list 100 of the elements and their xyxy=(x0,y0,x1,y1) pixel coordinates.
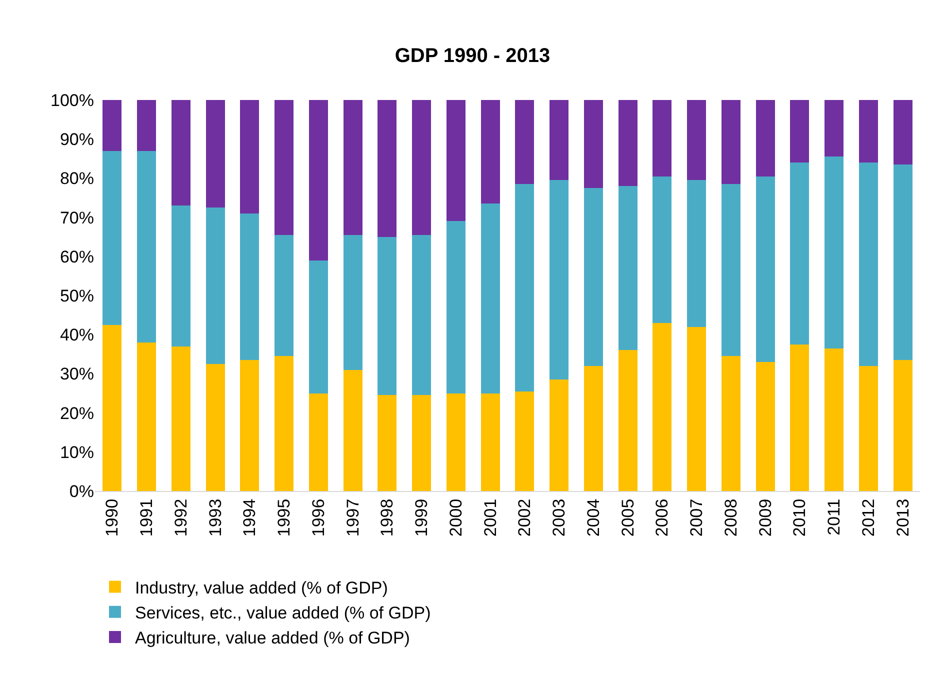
bar xyxy=(171,346,190,491)
bar xyxy=(687,326,706,491)
bar xyxy=(240,360,260,491)
bar xyxy=(102,150,122,325)
y-tick-label: 90% xyxy=(60,130,94,150)
y-tick-label: 10% xyxy=(60,442,94,462)
bar xyxy=(274,234,294,356)
bar xyxy=(584,100,603,188)
bar xyxy=(721,184,740,356)
bar xyxy=(308,260,328,394)
bar xyxy=(446,221,466,394)
x-tick-label: 1999 xyxy=(412,498,432,537)
bar xyxy=(308,393,328,491)
bar xyxy=(550,100,569,180)
bar xyxy=(206,364,225,491)
bar xyxy=(687,180,706,327)
bar xyxy=(308,100,328,260)
y-tick-label: 80% xyxy=(60,169,94,188)
bar xyxy=(790,100,810,163)
chart-title: GDP 1990 - 2013 xyxy=(394,45,550,68)
x-tick-label: 1995 xyxy=(274,498,294,537)
bar xyxy=(206,208,225,364)
bar xyxy=(171,100,190,206)
bar xyxy=(378,236,397,396)
legend-label: Services, etc., value added (% of GDP) xyxy=(135,603,431,622)
bar xyxy=(515,184,534,392)
bar xyxy=(240,100,260,214)
bar xyxy=(343,234,362,370)
bar xyxy=(137,150,156,342)
y-tick-label: 20% xyxy=(60,404,94,423)
bar xyxy=(137,342,156,491)
x-tick-label: 2008 xyxy=(721,498,740,537)
bar xyxy=(102,100,122,151)
bar xyxy=(206,100,225,208)
y-tick-label: 70% xyxy=(60,208,94,228)
bar xyxy=(618,350,638,491)
x-tick-label: 1992 xyxy=(171,498,190,537)
y-tick-label: 0% xyxy=(69,482,94,501)
x-tick-label: 2001 xyxy=(480,498,500,537)
bar xyxy=(515,391,534,491)
bar xyxy=(756,100,775,176)
y-tick-label: 100% xyxy=(50,90,94,110)
x-tick-label: 2009 xyxy=(756,498,775,537)
x-tick-label: 1996 xyxy=(308,498,328,537)
bar xyxy=(790,162,810,344)
bar xyxy=(824,348,844,491)
bar xyxy=(446,393,466,491)
bar xyxy=(687,100,706,180)
bar xyxy=(756,362,775,491)
bar xyxy=(824,156,844,348)
bar xyxy=(378,100,397,237)
bar xyxy=(137,100,156,151)
bar xyxy=(652,100,672,176)
bar xyxy=(480,393,500,491)
y-tick-label: 40% xyxy=(60,326,94,345)
x-tick-label: 2006 xyxy=(652,498,672,537)
bar xyxy=(858,162,878,366)
bar xyxy=(412,234,432,396)
y-tick-label: 60% xyxy=(60,247,94,266)
x-tick-label: 1993 xyxy=(206,498,225,537)
bar xyxy=(274,356,294,491)
bar xyxy=(893,164,912,360)
x-tick-label: 1991 xyxy=(137,498,156,537)
bar xyxy=(824,100,844,157)
bar xyxy=(240,213,260,360)
bar xyxy=(412,395,432,491)
x-tick-label: 2013 xyxy=(893,498,912,537)
x-tick-label: 2000 xyxy=(446,498,466,537)
bar xyxy=(480,100,500,204)
x-tick-label: 1997 xyxy=(343,498,362,537)
bar xyxy=(721,100,740,184)
x-tick-label: 2007 xyxy=(687,498,706,537)
bar xyxy=(274,100,294,235)
y-tick-label: 50% xyxy=(60,286,94,306)
y-tick-label: 30% xyxy=(60,364,94,384)
bar xyxy=(721,356,740,491)
bar xyxy=(584,188,603,366)
bar xyxy=(343,370,362,491)
x-tick-label: 2012 xyxy=(858,498,878,537)
bar xyxy=(858,100,878,163)
bar xyxy=(550,380,569,491)
bar xyxy=(618,100,638,186)
x-tick-label: 2005 xyxy=(618,498,638,537)
x-tick-label: 2011 xyxy=(824,498,844,536)
x-tick-label: 2002 xyxy=(515,498,534,537)
bar xyxy=(756,176,775,362)
bar xyxy=(618,186,638,350)
x-tick-label: 2004 xyxy=(584,498,603,537)
bar xyxy=(343,100,362,235)
legend-label: Agriculture, value added (% of GDP) xyxy=(135,628,410,648)
x-tick-label: 2003 xyxy=(550,498,569,537)
bar xyxy=(858,366,878,491)
x-tick-label: 1998 xyxy=(378,498,397,537)
x-tick-label: 1994 xyxy=(240,498,260,537)
bar xyxy=(171,206,190,346)
bar xyxy=(102,324,122,491)
legend-label: Industry, value added (% of GDP) xyxy=(135,578,388,598)
bar xyxy=(584,366,603,491)
bar xyxy=(790,344,810,491)
x-tick-label: 2010 xyxy=(790,498,810,537)
